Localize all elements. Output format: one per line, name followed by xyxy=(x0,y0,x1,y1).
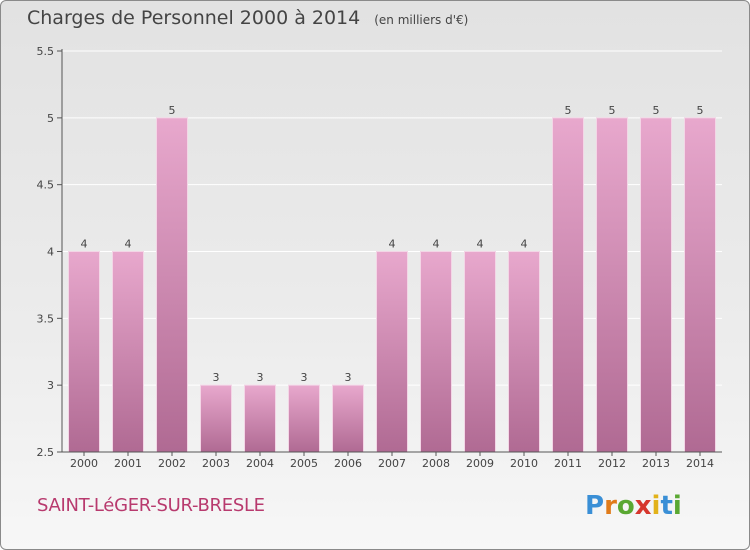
y-tick-label: 5 xyxy=(47,112,54,125)
x-tick-label: 2010 xyxy=(510,457,538,470)
proxiti-logo[interactable]: Proxiti xyxy=(585,491,682,521)
bar-2005 xyxy=(288,384,320,453)
value-label: 5 xyxy=(565,104,572,117)
bar-2003 xyxy=(200,384,232,453)
logo-letter: i xyxy=(672,491,682,521)
value-label: 5 xyxy=(609,104,616,117)
logo-letter: o xyxy=(616,491,635,521)
chart-title-text: Charges de Personnel 2000 à 2014 xyxy=(27,7,361,29)
chart-title: Charges de Personnel 2000 à 2014 (en mill… xyxy=(27,7,468,29)
bar-2009 xyxy=(464,251,496,453)
value-label: 4 xyxy=(125,238,132,251)
value-label: 4 xyxy=(477,238,484,251)
value-label: 3 xyxy=(213,371,220,384)
x-tick-label: 2006 xyxy=(334,457,362,470)
bar-2011 xyxy=(552,117,584,453)
value-label: 3 xyxy=(345,371,352,384)
bar-2007 xyxy=(376,251,408,453)
bar-2008 xyxy=(420,251,452,453)
x-tick-label: 2000 xyxy=(70,457,98,470)
city-name: SAINT-LéGER-SUR-BRESLE xyxy=(37,495,265,516)
x-tick-label: 2014 xyxy=(686,457,714,470)
x-tick-label: 2007 xyxy=(378,457,406,470)
x-tick-label: 2004 xyxy=(246,457,274,470)
bar-2001 xyxy=(112,251,144,453)
y-tick-label: 4.5 xyxy=(37,179,55,192)
value-label: 4 xyxy=(521,238,528,251)
value-label: 3 xyxy=(301,371,308,384)
value-label: 5 xyxy=(169,104,176,117)
y-tick-label: 3 xyxy=(47,379,54,392)
x-tick-label: 2012 xyxy=(598,457,626,470)
value-label: 4 xyxy=(433,238,440,251)
logo-letter: i xyxy=(651,491,661,521)
y-tick-label: 3.5 xyxy=(37,312,55,325)
logo-letter: P xyxy=(585,491,605,521)
y-tick-label: 2.5 xyxy=(37,446,55,459)
x-tick-label: 2005 xyxy=(290,457,318,470)
bar-2010 xyxy=(508,251,540,453)
value-label: 3 xyxy=(257,371,264,384)
x-tick-label: 2013 xyxy=(642,457,670,470)
x-tick-label: 2011 xyxy=(554,457,582,470)
x-tick-label: 2001 xyxy=(114,457,142,470)
y-tick-label: 4 xyxy=(47,246,54,259)
logo-letter: x xyxy=(634,491,652,521)
bar-2013 xyxy=(640,117,672,453)
bar-2000 xyxy=(68,251,100,453)
bar-2004 xyxy=(244,384,276,453)
x-tick-label: 2009 xyxy=(466,457,494,470)
value-label: 5 xyxy=(653,104,660,117)
y-tick-label: 5.5 xyxy=(37,45,55,58)
logo-letter: r xyxy=(604,491,617,521)
bar-2006 xyxy=(332,384,364,453)
bar-2002 xyxy=(156,117,188,453)
bar-2012 xyxy=(596,117,628,453)
logo-letter: t xyxy=(660,491,673,521)
value-label: 4 xyxy=(81,238,88,251)
x-tick-label: 2008 xyxy=(422,457,450,470)
chart-subtitle: (en milliers d'€) xyxy=(374,13,469,27)
value-label: 4 xyxy=(389,238,396,251)
value-label: 5 xyxy=(697,104,704,117)
x-tick-label: 2003 xyxy=(202,457,230,470)
bar-2014 xyxy=(684,117,716,453)
x-tick-label: 2002 xyxy=(158,457,186,470)
